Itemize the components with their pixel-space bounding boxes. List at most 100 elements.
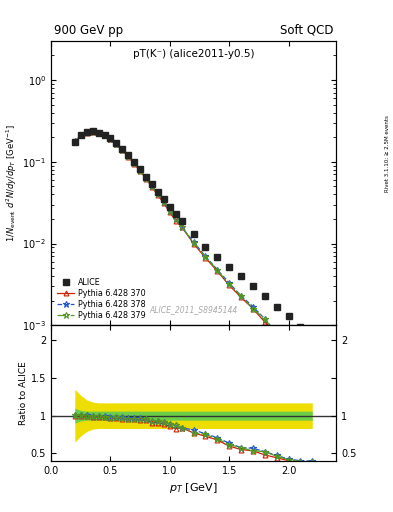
Pythia 6.428 378 <box>239 293 243 299</box>
Pythia 6.428 379 <box>120 146 125 153</box>
Pythia 6.428 370 <box>90 129 95 135</box>
Pythia 6.428 378 <box>251 304 255 310</box>
Pythia 6.428 370 <box>239 294 243 301</box>
Text: Rivet 3.1.10; ≥ 2.5M events: Rivet 3.1.10; ≥ 2.5M events <box>385 115 389 192</box>
ALICE <box>102 132 107 138</box>
ALICE <box>156 189 160 195</box>
Pythia 6.428 379 <box>167 208 172 214</box>
Pythia 6.428 378 <box>203 253 208 259</box>
Pythia 6.428 379 <box>150 183 154 189</box>
Pythia 6.428 379 <box>132 160 136 166</box>
Line: ALICE: ALICE <box>72 129 316 342</box>
Pythia 6.428 370 <box>203 255 208 261</box>
Pythia 6.428 378 <box>274 330 279 336</box>
Pythia 6.428 378 <box>167 208 172 214</box>
Pythia 6.428 379 <box>79 132 83 138</box>
Pythia 6.428 370 <box>114 141 119 147</box>
Pythia 6.428 370 <box>173 218 178 224</box>
Pythia 6.428 370 <box>150 184 154 190</box>
Pythia 6.428 378 <box>90 129 95 135</box>
Pythia 6.428 378 <box>227 280 231 286</box>
Pythia 6.428 378 <box>162 199 166 205</box>
Pythia 6.428 370 <box>132 161 136 167</box>
ALICE <box>120 145 125 152</box>
Pythia 6.428 379 <box>84 129 89 135</box>
Pythia 6.428 370 <box>144 176 149 182</box>
Pythia 6.428 370 <box>167 209 172 216</box>
Pythia 6.428 378 <box>96 130 101 136</box>
ALICE <box>263 293 267 299</box>
ALICE <box>239 273 243 279</box>
Text: Soft QCD: Soft QCD <box>280 24 333 37</box>
ALICE <box>173 211 178 217</box>
Pythia 6.428 379 <box>173 216 178 222</box>
ALICE <box>72 139 77 145</box>
Pythia 6.428 379 <box>263 316 267 322</box>
Pythia 6.428 370 <box>179 224 184 230</box>
Pythia 6.428 370 <box>138 168 143 174</box>
ALICE <box>126 152 130 158</box>
Pythia 6.428 378 <box>179 224 184 230</box>
Text: ALICE_2011_S8945144: ALICE_2011_S8945144 <box>149 305 238 314</box>
Pythia 6.428 378 <box>126 153 130 159</box>
Pythia 6.428 378 <box>72 138 77 144</box>
Pythia 6.428 370 <box>126 154 130 160</box>
Y-axis label: Ratio to ALICE: Ratio to ALICE <box>19 361 28 425</box>
Line: Pythia 6.428 378: Pythia 6.428 378 <box>72 129 316 375</box>
Pythia 6.428 379 <box>251 306 255 312</box>
Pythia 6.428 370 <box>108 136 113 142</box>
ALICE <box>167 204 172 210</box>
Pythia 6.428 378 <box>132 160 136 166</box>
Pythia 6.428 378 <box>156 191 160 198</box>
Pythia 6.428 378 <box>173 216 178 222</box>
Pythia 6.428 378 <box>144 175 149 181</box>
Pythia 6.428 370 <box>191 241 196 247</box>
Pythia 6.428 379 <box>239 293 243 299</box>
Pythia 6.428 370 <box>72 139 77 145</box>
ALICE <box>162 196 166 202</box>
Pythia 6.428 379 <box>191 240 196 246</box>
Pythia 6.428 379 <box>203 253 208 260</box>
ALICE <box>114 140 119 146</box>
Pythia 6.428 378 <box>120 146 125 153</box>
ALICE <box>108 135 113 141</box>
ALICE <box>227 264 231 270</box>
Text: 900 GeV pp: 900 GeV pp <box>54 24 123 37</box>
Pythia 6.428 370 <box>298 359 303 366</box>
Pythia 6.428 378 <box>286 344 291 350</box>
Pythia 6.428 378 <box>191 239 196 245</box>
Pythia 6.428 379 <box>90 129 95 135</box>
Pythia 6.428 370 <box>84 130 89 136</box>
ALICE <box>310 336 315 342</box>
Pythia 6.428 379 <box>227 281 231 287</box>
Legend: ALICE, Pythia 6.428 370, Pythia 6.428 378, Pythia 6.428 379: ALICE, Pythia 6.428 370, Pythia 6.428 37… <box>55 276 147 322</box>
ALICE <box>84 129 89 135</box>
ALICE <box>298 324 303 330</box>
Pythia 6.428 378 <box>310 369 315 375</box>
Pythia 6.428 379 <box>126 153 130 159</box>
Pythia 6.428 379 <box>274 331 279 337</box>
Pythia 6.428 370 <box>120 147 125 153</box>
ALICE <box>274 304 279 310</box>
Y-axis label: $1/N_\mathrm{event}\ d^2N/dy/dp_T\ [\mathrm{GeV}^{-1}]$: $1/N_\mathrm{event}\ d^2N/dy/dp_T\ [\mat… <box>5 124 20 242</box>
Pythia 6.428 378 <box>298 357 303 363</box>
ALICE <box>286 313 291 319</box>
ALICE <box>96 130 101 136</box>
Text: pT(K⁻) (alice2011-y0.5): pT(K⁻) (alice2011-y0.5) <box>133 50 254 59</box>
Pythia 6.428 379 <box>144 175 149 181</box>
Pythia 6.428 379 <box>102 132 107 138</box>
Pythia 6.428 379 <box>156 191 160 198</box>
ALICE <box>144 174 149 180</box>
X-axis label: $p_T\ [\mathrm{GeV}]$: $p_T\ [\mathrm{GeV}]$ <box>169 481 218 495</box>
ALICE <box>203 244 208 250</box>
ALICE <box>138 166 143 172</box>
Pythia 6.428 379 <box>138 167 143 174</box>
Pythia 6.428 370 <box>102 133 107 139</box>
Pythia 6.428 379 <box>114 141 119 147</box>
Pythia 6.428 370 <box>286 346 291 352</box>
Pythia 6.428 370 <box>227 282 231 288</box>
Pythia 6.428 370 <box>156 192 160 198</box>
Pythia 6.428 378 <box>84 129 89 135</box>
Pythia 6.428 370 <box>215 268 220 274</box>
Pythia 6.428 379 <box>72 139 77 145</box>
